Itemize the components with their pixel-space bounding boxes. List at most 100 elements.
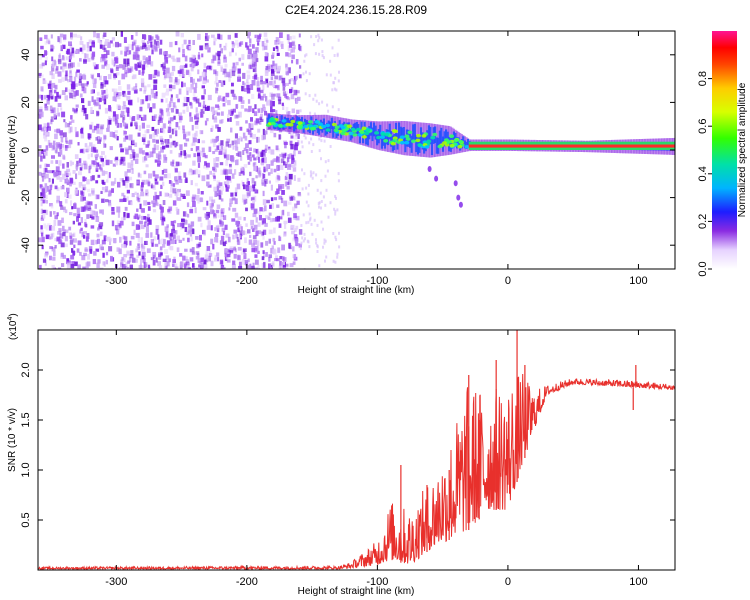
noise-cell xyxy=(47,126,51,131)
ridge-peak xyxy=(430,135,436,140)
noise-cell xyxy=(38,106,43,111)
noise-cell xyxy=(140,78,145,84)
noise-cell xyxy=(50,109,54,114)
noise-cell xyxy=(211,199,216,204)
noise-cell xyxy=(95,164,98,170)
noise-cell xyxy=(183,172,187,178)
noise-cell xyxy=(258,120,262,125)
noise-cell xyxy=(329,59,332,63)
noise-cell xyxy=(99,137,102,142)
noise-cell xyxy=(248,239,253,245)
noise-cell xyxy=(158,265,163,269)
noise-cell xyxy=(145,232,150,238)
noise-cell xyxy=(288,201,292,205)
noise-cell xyxy=(281,190,285,195)
noise-cell xyxy=(124,69,127,75)
ridge-core xyxy=(429,126,432,144)
noise-cell xyxy=(46,99,50,105)
noise-cell xyxy=(250,133,253,138)
noise-cell xyxy=(197,78,201,82)
noise-cell xyxy=(253,157,257,161)
noise-cell xyxy=(261,182,266,186)
noise-cell xyxy=(152,170,156,177)
noise-cell xyxy=(145,226,149,233)
noise-cell xyxy=(128,68,132,73)
noise-cell xyxy=(285,106,289,112)
noise-cell xyxy=(233,246,236,251)
noise-cell xyxy=(320,206,322,210)
noise-cell xyxy=(271,203,274,209)
noise-cell xyxy=(238,266,243,269)
ridge-peak xyxy=(347,124,352,128)
noise-cell xyxy=(222,170,227,175)
noise-cell xyxy=(215,52,219,56)
noise-cell xyxy=(58,54,61,58)
noise-cell xyxy=(221,208,225,214)
noise-cell xyxy=(230,250,234,254)
noise-cell xyxy=(147,154,151,158)
noise-cell xyxy=(127,162,131,169)
noise-cell xyxy=(66,262,71,269)
noise-cell xyxy=(49,81,52,86)
noise-cell xyxy=(243,82,246,86)
noise-cell xyxy=(79,149,84,154)
noise-cell xyxy=(209,170,212,175)
ridge-core xyxy=(329,121,332,133)
noise-cell xyxy=(277,84,280,91)
noise-cell xyxy=(126,58,130,65)
noise-cell xyxy=(217,256,220,262)
noise-cell xyxy=(186,106,189,112)
ridge-peak xyxy=(270,121,276,126)
noise-cell xyxy=(204,254,209,260)
noise-cell xyxy=(136,153,139,158)
noise-cell xyxy=(147,94,152,101)
noise-cell xyxy=(129,154,133,159)
noise-cell xyxy=(291,108,295,114)
noise-cell xyxy=(74,127,77,132)
noise-cell xyxy=(231,93,236,97)
noise-cell xyxy=(238,136,242,140)
noise-cell xyxy=(180,150,183,156)
noise-cell xyxy=(203,75,207,81)
noise-cell xyxy=(60,107,63,111)
noise-cell xyxy=(223,56,227,63)
noise-cell xyxy=(239,41,244,45)
noise-cell xyxy=(205,258,209,263)
noise-cell xyxy=(47,170,51,174)
noise-cell xyxy=(270,168,273,174)
noise-cell xyxy=(169,41,173,48)
noise-cell xyxy=(247,48,252,55)
noise-cell xyxy=(252,262,255,267)
noise-cell xyxy=(252,186,256,192)
noise-cell xyxy=(63,63,68,69)
noise-cell xyxy=(132,39,136,44)
noise-cell xyxy=(91,41,95,48)
noise-cell xyxy=(57,231,61,235)
ridge-core xyxy=(387,129,390,146)
noise-cell xyxy=(70,32,73,39)
noise-cell xyxy=(100,246,104,251)
noise-cell xyxy=(53,89,57,94)
noise-cell xyxy=(129,50,132,55)
noise-cell xyxy=(334,212,337,216)
noise-cell xyxy=(93,99,97,105)
noise-cell xyxy=(200,257,205,263)
noise-cell xyxy=(278,195,283,200)
noise-cell xyxy=(63,132,67,138)
noise-cell xyxy=(150,239,154,244)
noise-cell xyxy=(313,43,316,47)
noise-cell xyxy=(155,130,159,137)
noise-cell xyxy=(279,260,282,266)
noise-cell xyxy=(229,69,233,74)
noise-cell xyxy=(41,62,45,67)
noise-cell xyxy=(274,258,278,262)
noise-cell xyxy=(211,138,215,143)
noise-cell xyxy=(307,183,310,187)
noise-cell xyxy=(200,262,205,268)
noise-cell xyxy=(231,156,235,163)
noise-cell xyxy=(210,139,214,144)
noise-cell xyxy=(189,57,193,63)
ridge-peak xyxy=(449,143,455,148)
noise-cell xyxy=(183,150,186,156)
noise-cell xyxy=(99,244,103,250)
